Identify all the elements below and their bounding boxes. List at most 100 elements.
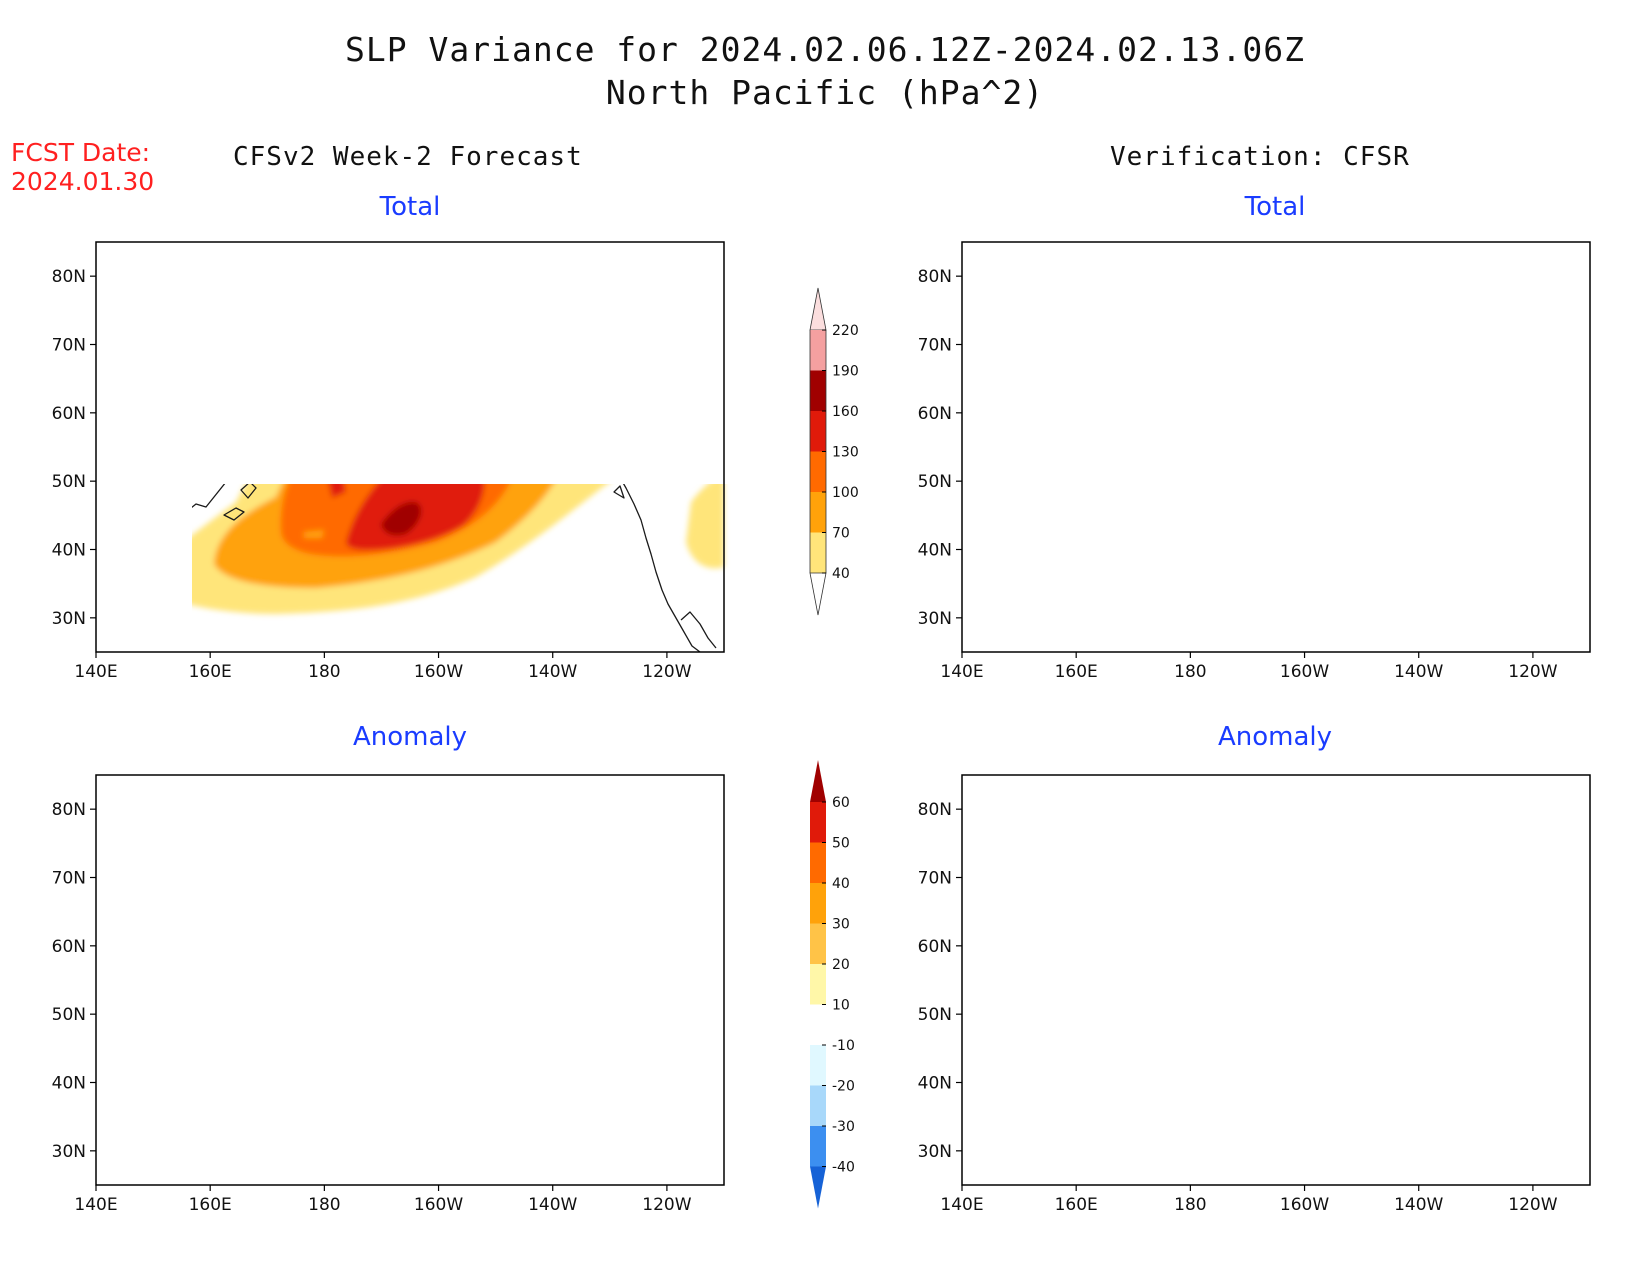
anomaly-colorbar-label: -40 [832,1160,855,1176]
verification-anomaly-lon-label: 140E [940,1195,983,1215]
verification-anomaly-lat-label: 60N [918,937,952,957]
forecast-anomaly-lat-label: 80N [52,800,86,820]
forecast-anomaly-lon-label: 120W [642,1195,691,1215]
total-colorbar-swatch [810,370,826,411]
total-colorbar-label: 190 [832,364,859,380]
anomaly-colorbar-swatch [810,923,826,964]
verification-total-lat-label: 80N [918,267,952,287]
anomaly-colorbar-label: 10 [832,998,850,1014]
forecast-anomaly-lon-label: 140E [74,1195,117,1215]
forecast-total-lon-label: 120W [642,662,691,682]
anomaly-colorbar-swatch [810,1004,826,1045]
right-column-title: Verification: CFSR [1110,142,1410,172]
total-colorbar-label: 220 [832,323,859,339]
anomaly-colorbar-bottom-arrow [810,1166,826,1209]
verification-anomaly-lon-label: 160E [1055,1195,1098,1215]
verification-total-subtitle: Total [1244,192,1306,222]
verification-anomaly-lat-label: 50N [918,1005,952,1025]
total-colorbar-label: 160 [832,404,859,420]
verification-total-lon-label: 160E [1055,662,1098,682]
anomaly-colorbar-swatch [810,883,826,924]
verification-anomaly-lat-label: 70N [918,869,952,889]
anomaly-colorbar-swatch [810,1045,826,1086]
verification-total-lon-label: 180 [1174,662,1206,682]
anomaly-colorbar-top-arrow [810,760,826,802]
forecast-anomaly-lon-label: 180 [308,1195,340,1215]
anomaly-colorbar-label: -20 [832,1079,855,1095]
verification-anomaly-map [961,774,1591,1186]
forecast-total-lon-label: 160W [414,662,463,682]
verification-anomaly-lon-label: 180 [1174,1195,1206,1215]
forecast-anomaly-lat-label: 40N [52,1074,86,1094]
verification-anomaly-lat-label: 40N [918,1074,952,1094]
anomaly-colorbar-swatch [810,802,826,843]
anomaly-colorbar-label: 40 [832,876,850,892]
forecast-anomaly-map [95,774,725,1186]
forecast-anomaly-lat-label: 50N [52,1005,86,1025]
verification-anomaly-lat-label: 80N [918,800,952,820]
title-line-2: North Pacific (hPa^2) [605,73,1045,112]
left-column-title: CFSv2 Week-2 Forecast [233,142,583,172]
anomaly-colorbar-swatch [810,1126,826,1167]
forecast-total-lat-label: 50N [52,472,86,492]
forecast-total-map [95,241,725,653]
forecast-anomaly-lon-label: 160E [189,1195,232,1215]
verification-total-lon-label: 140E [940,662,983,682]
total-colorbar-label: 130 [832,445,859,461]
forecast-total-lon-label: 140E [74,662,117,682]
verification-total-lat-label: 30N [918,609,952,629]
anomaly-colorbar-label: 30 [832,917,850,933]
verification-anomaly-subtitle: Anomaly [1217,722,1333,752]
forecast-total-subtitle: Total [379,192,441,222]
forecast-anomaly-lon-label: 140W [528,1195,577,1215]
forecast-total-lat-label: 70N [52,336,86,356]
anomaly-colorbar-label: -10 [832,1038,855,1054]
total-colorbar-swatch [810,492,826,533]
forecast-total-lon-label: 140W [528,662,577,682]
verification-anomaly-lon-label: 120W [1508,1195,1557,1215]
anomaly-colorbar: 60 50 40 30 20 10 -10 -20 -30 -40 [810,760,855,1209]
total-colorbar-swatch [810,532,826,573]
verification-total-lat-label: 60N [918,404,952,424]
total-colorbar-label: 100 [832,485,859,501]
verification-anomaly-lat-label: 30N [918,1142,952,1162]
forecast-total-lat-label: 40N [52,541,86,561]
verification-total-lon-label: 160W [1280,662,1329,682]
forecast-total-lat-label: 60N [52,404,86,424]
total-colorbar: 220 190 160 130 100 70 40 [809,287,859,616]
axes-layer: 80N 70N 60N 50N 40N 30N 140E 160E 180 160W 140W 120… [52,267,1558,1215]
verification-total-map [961,241,1591,653]
anomaly-colorbar-swatch [810,964,826,1005]
fcst-date-value: 2024.01.30 [11,167,155,196]
anomaly-colorbar-label: 50 [832,836,850,852]
total-colorbar-swatch [810,330,826,371]
verification-total-lat-label: 40N [918,541,952,561]
forecast-anomaly-lat-label: 70N [52,869,86,889]
forecast-anomaly-lon-label: 160W [414,1195,463,1215]
anomaly-colorbar-label: 60 [832,795,850,811]
verification-total-lat-label: 50N [918,472,952,492]
verification-total-lon-label: 140W [1394,662,1443,682]
total-colorbar-swatch [810,411,826,452]
anomaly-colorbar-swatch [810,842,826,883]
forecast-total-lat-label: 80N [52,267,86,287]
forecast-anomaly-lat-label: 60N [52,937,86,957]
verification-total-lon-label: 120W [1508,662,1557,682]
total-colorbar-bottom-arrow [809,572,827,616]
total-colorbar-swatch [810,451,826,492]
verification-anomaly-lon-label: 140W [1394,1195,1443,1215]
total-colorbar-label: 40 [832,566,850,582]
forecast-total-lon-label: 180 [308,662,340,682]
verification-total-lat-label: 70N [918,336,952,356]
fcst-date-label: FCST Date: [11,138,151,167]
total-colorbar-label: 70 [832,526,850,542]
title-line-1: SLP Variance for 2024.02.06.12Z-2024.02.… [345,30,1305,69]
total-colorbar-top-arrow [809,287,827,331]
anomaly-colorbar-swatch [810,1085,826,1126]
forecast-total-lon-label: 160E [189,662,232,682]
verification-anomaly-lon-label: 160W [1280,1195,1329,1215]
anomaly-colorbar-label: -30 [832,1119,855,1135]
forecast-anomaly-lat-label: 30N [52,1142,86,1162]
forecast-anomaly-subtitle: Anomaly [352,722,468,752]
